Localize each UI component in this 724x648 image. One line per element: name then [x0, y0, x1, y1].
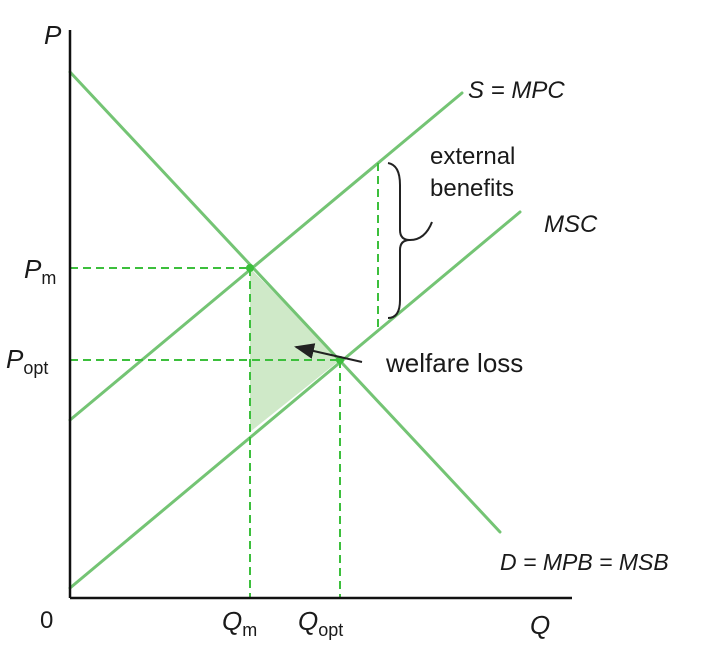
- pm-tick-label: Pm: [24, 254, 56, 288]
- brace-leader-line: [409, 221, 433, 241]
- qopt-tick-label: Qopt: [298, 606, 343, 640]
- welfare-loss-label: welfare loss: [385, 348, 523, 378]
- external-benefits-brace: [387, 162, 411, 319]
- x-axis-label: Q: [530, 610, 550, 640]
- qm-tick-label: Qm: [222, 606, 257, 640]
- external-benefits-label-line2: benefits: [430, 175, 514, 202]
- demand-curve: [68, 70, 502, 534]
- supply-mpc-curve: [68, 91, 464, 422]
- msc-curve: [68, 210, 522, 590]
- supply-curve-label: S = MPC: [468, 77, 565, 104]
- welfare-loss-arrow: [294, 343, 363, 363]
- external-benefits-label-line1: external: [430, 143, 515, 170]
- msc-curve-label: MSC: [544, 211, 598, 238]
- origin-label: 0: [40, 607, 53, 634]
- popt-tick-label: Popt: [6, 344, 48, 378]
- y-axis-label: P: [44, 20, 62, 50]
- market-equilibrium-point: [246, 264, 254, 272]
- demand-curve-label: D = MPB = MSB: [500, 549, 669, 575]
- welfare-loss-area: [250, 268, 340, 432]
